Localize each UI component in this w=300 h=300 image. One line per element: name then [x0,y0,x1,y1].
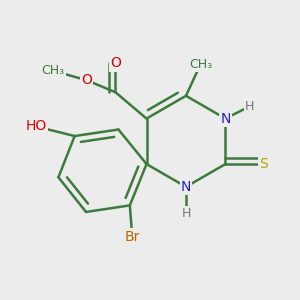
Text: Br: Br [124,230,140,244]
Text: O: O [110,56,121,70]
Text: CH₃: CH₃ [189,58,212,71]
Text: N: N [220,112,231,126]
Text: S: S [259,157,268,171]
Text: CH₃: CH₃ [42,64,65,77]
Text: N: N [181,180,191,194]
Text: H: H [244,100,254,113]
Text: O: O [81,73,92,87]
Text: H: H [181,207,190,220]
Text: HO: HO [26,119,47,134]
